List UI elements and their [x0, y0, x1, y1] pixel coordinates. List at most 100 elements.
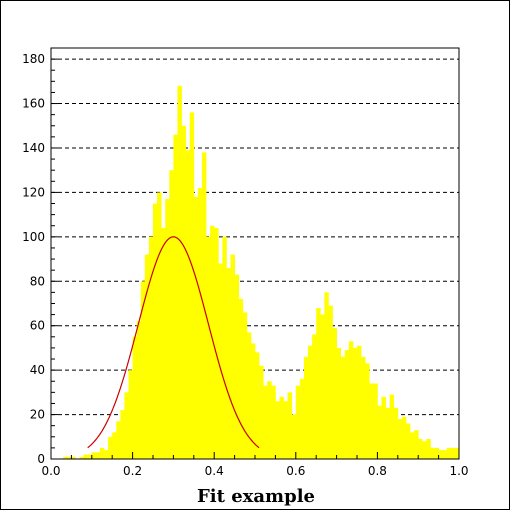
fit-curve [87, 236, 260, 449]
histogram-bar [173, 134, 178, 459]
y-tick-label: 140 [22, 141, 45, 155]
histogram-bar [234, 274, 240, 459]
histogram-bar [295, 385, 301, 459]
histogram-bar [336, 347, 342, 459]
histogram-bar [344, 350, 350, 459]
histogram-bar [308, 345, 313, 459]
histogram-bar [222, 236, 227, 459]
histogram-bar [418, 439, 423, 459]
histogram-bar [426, 439, 431, 459]
histogram-bars [63, 85, 460, 460]
histogram-bar [357, 345, 362, 459]
histogram-bar [348, 341, 354, 459]
histogram-bar [181, 125, 186, 459]
histogram-bar [214, 227, 219, 459]
histogram-bar [332, 327, 337, 459]
histogram-bar [340, 356, 346, 459]
histogram-bar [120, 410, 125, 459]
y-tick-label: 160 [22, 97, 45, 111]
histogram-bar [128, 370, 133, 459]
histogram-bar [124, 392, 129, 459]
histogram-bar [210, 225, 215, 459]
histogram-bar [446, 447, 452, 459]
x-tick-label: 0.4 [205, 464, 224, 478]
histogram-bar [95, 452, 101, 459]
histogram-bar [218, 263, 223, 459]
x-tick-label: 0.2 [123, 464, 142, 478]
histogram-bar [381, 396, 386, 459]
histogram-bar [373, 383, 378, 459]
histogram-bar [189, 112, 195, 459]
histogram-bar [193, 196, 199, 460]
histogram-bar [259, 365, 264, 459]
histogram-bar [132, 336, 138, 459]
histogram-bar [434, 447, 439, 459]
histogram-bar [352, 347, 358, 459]
histogram-bar [287, 392, 293, 459]
histogram-bar [104, 450, 109, 459]
histogram-bar [144, 254, 150, 459]
x-tick-label: 0.6 [286, 464, 305, 478]
y-tick-label: 120 [22, 185, 45, 199]
fit-curve-group [87, 236, 260, 449]
histogram-bar [140, 281, 146, 459]
histogram-bar [87, 454, 93, 459]
histogram-bar [157, 192, 162, 460]
histogram-bar [242, 312, 248, 459]
y-tick-label: 100 [22, 230, 45, 244]
histogram-bar [169, 170, 174, 459]
histogram-bar [263, 385, 268, 459]
histogram-bar [291, 414, 297, 459]
histogram-bar [79, 456, 84, 459]
histogram-bar [250, 343, 256, 459]
axis-ticks [50, 47, 460, 460]
histogram-bar [197, 187, 203, 459]
histogram-bar [148, 236, 154, 459]
histogram-bar [410, 432, 415, 459]
histogram-bar [385, 407, 390, 459]
histogram-bar [430, 447, 435, 459]
histogram-bar [112, 432, 117, 459]
histogram-bar [450, 447, 456, 459]
histogram-bar [324, 292, 329, 459]
histogram-bar [320, 314, 325, 459]
x-axis-title: Fit example [197, 486, 315, 507]
histogram-bar [369, 383, 374, 459]
histogram-bar [71, 456, 76, 459]
histogram-bar [161, 227, 166, 459]
histogram-bar [165, 199, 170, 460]
histogram-bar [361, 356, 366, 459]
histogram-bar [83, 454, 89, 459]
histogram-bar [177, 85, 182, 459]
y-tick-label: 40 [30, 363, 45, 377]
histogram-bar [153, 203, 158, 459]
axis-labels: 0.0 0.2 0.4 0.6 0.8 1.0 0 20 40 60 80 100 120 140 160 1… [22, 52, 468, 507]
histogram-bar [454, 447, 460, 459]
histogram-bar [438, 450, 444, 459]
histogram-bar [397, 419, 403, 459]
histogram-bar [63, 456, 68, 459]
y-tick-label: 60 [30, 319, 45, 333]
x-tick-label: 1.0 [449, 464, 468, 478]
histogram-bar [283, 401, 288, 459]
histogram-bar [230, 254, 235, 459]
y-tick-label: 180 [22, 52, 45, 66]
histogram-bar [303, 356, 309, 459]
histogram-bar [108, 436, 113, 459]
histogram-bar [328, 305, 333, 459]
y-tick-label: 0 [37, 452, 45, 466]
histogram-bar [136, 321, 142, 459]
histogram-bar [246, 332, 252, 459]
histogram-bar [238, 299, 244, 459]
histogram-bar [316, 307, 321, 459]
histogram-bar [312, 334, 317, 459]
histogram-bar [393, 407, 399, 459]
histogram-bar [271, 385, 276, 459]
y-tick-label: 80 [30, 274, 45, 288]
histogram-bar [99, 447, 105, 459]
histogram-bar [365, 363, 370, 459]
histogram-bar [226, 267, 231, 459]
histogram-bar [275, 401, 280, 459]
histogram-bar [389, 394, 395, 459]
